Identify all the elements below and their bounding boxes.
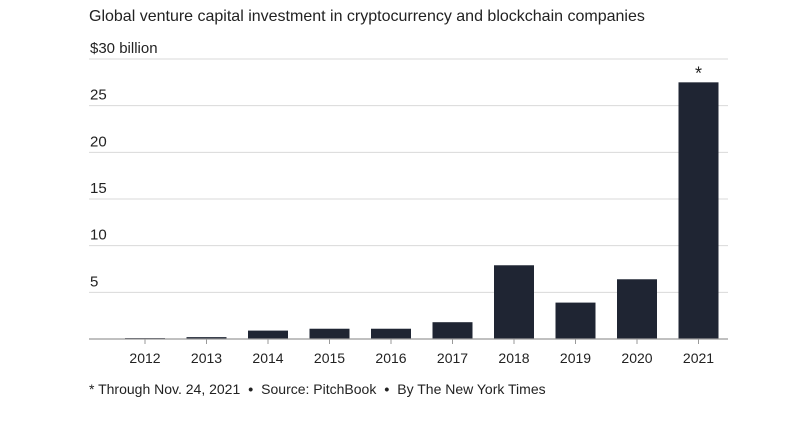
x-tick-label: 2020 (621, 350, 652, 366)
bar-2013 (186, 337, 227, 339)
bar-2017 (432, 322, 473, 339)
footnote-note: * Through Nov. 24, 2021 (89, 381, 241, 397)
bar-2019 (555, 302, 596, 339)
x-tick-label: 2019 (560, 350, 591, 366)
footnote-credit: By The New York Times (397, 381, 546, 397)
footnote-separator: • (384, 381, 390, 397)
bar-2021 (678, 82, 719, 339)
x-tick-label: 2017 (437, 350, 468, 366)
y-tick-label: $30 billion (90, 40, 158, 57)
footnote-source: Source: PitchBook (261, 381, 377, 397)
y-tick-label: 5 (90, 273, 98, 290)
y-tick-label: 15 (90, 180, 107, 197)
bar-2014 (248, 330, 288, 339)
x-tick-label: 2014 (252, 350, 283, 366)
chart-title: Global venture capital investment in cry… (89, 8, 645, 25)
bar-2020 (617, 279, 657, 339)
y-tick-label: 20 (90, 133, 107, 150)
bar-2015 (309, 328, 350, 339)
y-tick-label: 10 (90, 227, 107, 244)
x-tick-label: 2013 (191, 350, 222, 366)
x-tick-label: 2012 (129, 350, 160, 366)
footnote-separator: • (248, 381, 254, 397)
bar-2016 (371, 328, 411, 339)
bar-annotation: * (695, 63, 702, 83)
x-tick-label: 2016 (375, 350, 406, 366)
x-tick-label: 2015 (314, 350, 345, 366)
x-tick-label: 2021 (683, 350, 714, 366)
bar-2018 (494, 265, 534, 339)
y-tick-label: 25 (90, 87, 107, 104)
x-tick-label: 2018 (498, 350, 529, 366)
chart-footnote: * Through Nov. 24, 2021 • Source: PitchBoo… (89, 381, 546, 397)
